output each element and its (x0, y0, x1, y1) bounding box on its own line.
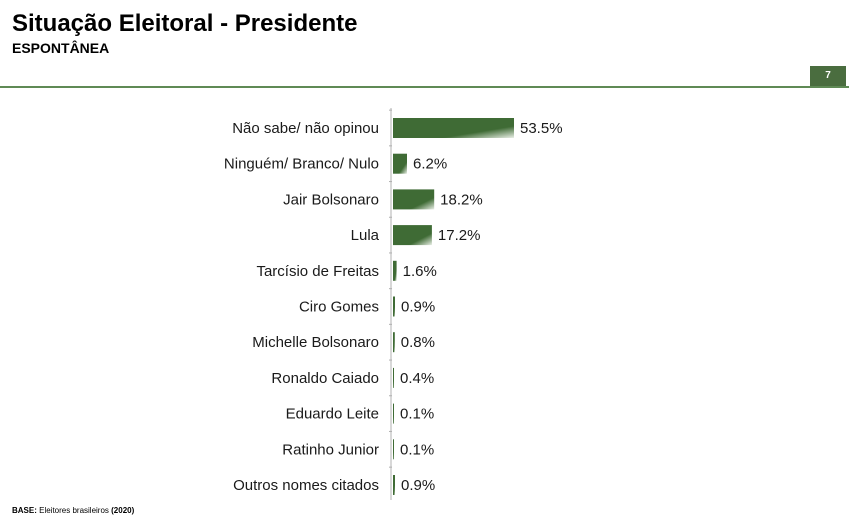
bar (393, 225, 432, 246)
category-label: Ciro Gomes (299, 299, 379, 316)
base-note: BASE: Eleitores brasileiros (2020) (12, 506, 134, 516)
bar (393, 260, 397, 281)
base-year: (2020) (111, 506, 135, 515)
category-label: Outros nomes citados (233, 477, 379, 494)
bar-value-label: 18.2% (440, 191, 483, 208)
category-label: Tarcísio de Freitas (256, 263, 379, 280)
category-label: Michelle Bolsonaro (252, 334, 379, 351)
header-divider (0, 86, 849, 88)
bar (393, 118, 514, 138)
bar-value-label: 0.8% (401, 334, 435, 351)
base-text: Eleitores brasileiros (36, 506, 112, 515)
category-label: Eduardo Leite (286, 406, 379, 423)
bar-value-label: 1.6% (403, 263, 437, 280)
bar (393, 153, 407, 174)
bar-value-label: 53.5% (520, 120, 563, 137)
bar-value-label: 0.4% (400, 370, 434, 387)
bar (393, 439, 394, 460)
bar (393, 475, 395, 495)
bars-layer: Não sabe/ não opinou 53.5% Ninguém/ Branco… (224, 109, 563, 495)
category-label: Lula (351, 227, 380, 244)
bar-value-label: 0.1% (400, 406, 434, 423)
category-label: Não sabe/ não opinou (232, 120, 379, 137)
page-number-badge: 7 (810, 66, 846, 86)
bar-value-label: 0.9% (401, 299, 435, 316)
bar-value-label: 6.2% (413, 156, 447, 173)
bar-value-label: 17.2% (438, 227, 481, 244)
base-label: BASE: (12, 506, 37, 515)
category-label: Ronaldo Caiado (271, 370, 379, 387)
bar-value-label: 0.1% (400, 441, 434, 458)
category-label: Ninguém/ Branco/ Nulo (224, 156, 379, 173)
bar (393, 296, 395, 317)
bar (393, 189, 435, 210)
bar-chart: Não sabe/ não opinou 53.5% Ninguém/ Branco… (224, 108, 563, 500)
category-label: Jair Bolsonaro (283, 191, 379, 208)
page-subtitle: ESPONTÂNEA (12, 40, 110, 56)
bar (393, 332, 395, 353)
bar (393, 403, 394, 424)
category-label: Ratinho Junior (282, 441, 379, 458)
bar (393, 367, 394, 388)
bar-value-label: 0.9% (401, 477, 435, 494)
page-title: Situação Eleitoral - Presidente (12, 10, 358, 37)
